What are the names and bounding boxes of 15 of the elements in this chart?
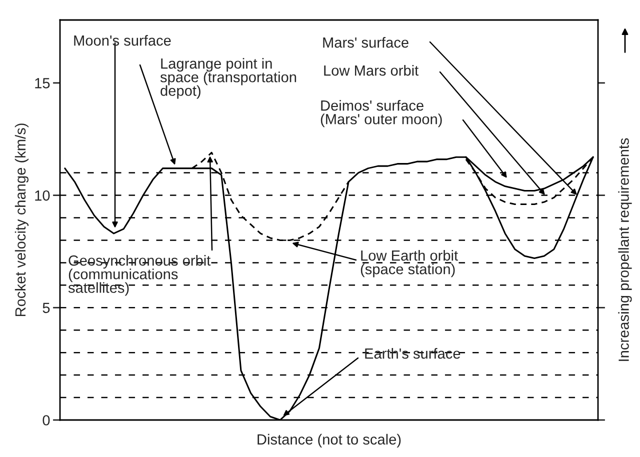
- y-tick-label: 15: [35, 78, 50, 88]
- annotation: Deimos' surface (Mars' outer moon): [320, 100, 442, 128]
- annotation: Mars' surface: [323, 37, 408, 48]
- y2-axis-title: Increasing propellant requirements: [618, 138, 632, 361]
- x-axis-title: Distance (not to scale): [258, 434, 401, 448]
- annotation: Low Mars orbit: [324, 65, 419, 76]
- annotation: Lagrange point in space (transportation depot): [160, 58, 296, 99]
- y-tick-label: 5: [42, 302, 50, 314]
- y-tick-label: 0: [42, 415, 50, 426]
- y-tick-label: 10: [35, 190, 50, 201]
- y-axis-title: Rocket velocity change (km/s): [14, 124, 29, 316]
- annotation: Moon's surface: [74, 35, 171, 46]
- annotation: Low Earth orbit (space station): [360, 250, 458, 278]
- annotation: Earth's surface: [365, 348, 460, 359]
- annotation: Geosynchronous orbit (communications satellites): [68, 255, 211, 296]
